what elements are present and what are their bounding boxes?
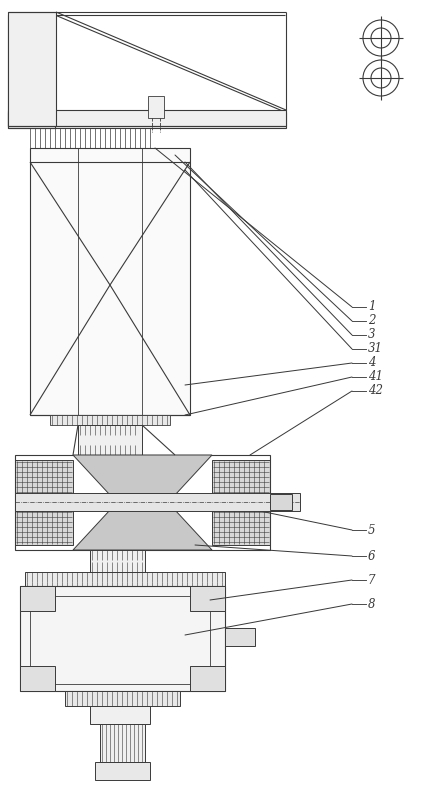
Bar (20, 666, 55, 691)
Text: 3: 3 (368, 329, 376, 341)
Text: 41: 41 (368, 371, 383, 383)
Bar (8, 15, 55, 128)
Text: 6: 6 (368, 550, 376, 562)
Bar (30, 596, 210, 684)
Bar (8, 110, 286, 126)
Bar (20, 586, 225, 691)
Bar (65, 691, 180, 706)
Text: 1: 1 (368, 300, 376, 314)
Bar (20, 586, 55, 611)
Bar (15, 493, 300, 511)
Polygon shape (73, 455, 212, 495)
Bar (190, 666, 225, 691)
Bar (148, 96, 164, 118)
Text: 7: 7 (368, 573, 376, 587)
Bar (270, 494, 292, 510)
Bar (8, 12, 56, 126)
Bar (90, 706, 150, 724)
Bar (78, 148, 142, 415)
Bar (30, 148, 190, 415)
Bar (100, 724, 145, 762)
Polygon shape (73, 510, 212, 550)
Bar (95, 762, 150, 780)
Bar (8, 112, 286, 128)
Text: 42: 42 (368, 384, 383, 398)
Text: 31: 31 (368, 342, 383, 356)
Text: 2: 2 (368, 314, 376, 328)
Text: 8: 8 (368, 597, 376, 611)
Text: 5: 5 (368, 524, 376, 536)
Bar (50, 415, 170, 425)
Bar (15, 460, 73, 545)
Bar (225, 628, 255, 646)
Text: 4: 4 (368, 356, 376, 370)
Bar (190, 586, 225, 611)
Bar (78, 425, 142, 455)
Bar (25, 572, 225, 586)
Bar (212, 460, 270, 545)
Bar (90, 550, 145, 572)
Bar (15, 455, 270, 550)
